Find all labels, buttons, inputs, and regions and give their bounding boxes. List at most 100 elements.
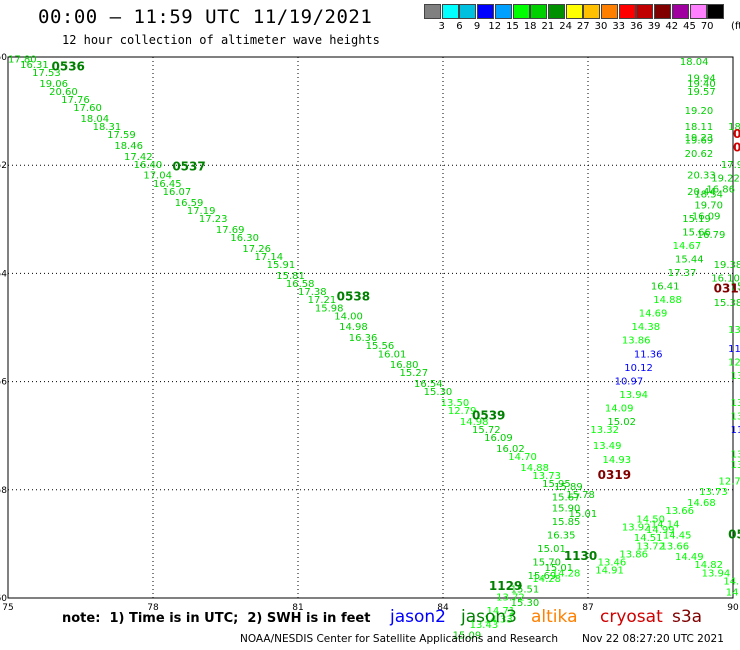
wave-height-point: 18.04: [81, 114, 110, 125]
wave-height-point: 13.: [731, 398, 740, 409]
wave-height-point: 16.07: [163, 187, 192, 198]
wave-height-point: 14.67: [673, 241, 702, 252]
scale-tick-label: 6: [456, 21, 463, 32]
wave-height-point: 19.22: [711, 173, 740, 184]
scale-tick-label: 9: [473, 21, 481, 32]
scale-swatch: [424, 4, 441, 19]
wave-height-point: 15.38: [714, 298, 740, 309]
wave-height-point: 14.88: [653, 295, 682, 306]
wave-height-point: 16.30: [230, 233, 259, 244]
footer-note: note: 1) Time is in UTC; 2) SWH is in fe…: [62, 611, 371, 626]
wave-height-point: 16.58: [286, 279, 315, 290]
wave-height-point: 16.35: [547, 530, 576, 541]
wave-height-point: 13.86: [622, 336, 651, 347]
wave-height-point: 15.72: [472, 425, 501, 436]
wave-height-point: 13.73: [699, 487, 728, 498]
wave-height-point: 14.09: [605, 403, 634, 414]
legend-altika: altika: [531, 607, 578, 627]
scale-swatch: [636, 4, 654, 19]
x-tick-label: 84: [437, 603, 449, 613]
wave-height-point: 17.53: [32, 68, 61, 79]
wave-height-point: 17.42: [124, 152, 153, 163]
wave-height-point: 14.99: [646, 525, 675, 536]
wave-height-point: 18.11: [685, 122, 714, 133]
wave-height-point: 18.04: [680, 57, 709, 68]
wave-height-point: 13.94: [702, 568, 731, 579]
wave-height-point: 10.97: [615, 376, 644, 387]
wave-height-point: 16.09: [484, 433, 513, 444]
wave-height-point: 19.20: [685, 106, 714, 117]
wave-height-point: 17.95: [721, 160, 740, 171]
pass-time-label: 05-: [728, 527, 740, 541]
wave-height-point: 20.44: [687, 187, 716, 198]
wave-height-point: 13.: [731, 460, 740, 471]
scale-swatch: [707, 4, 725, 19]
grid: [7, 56, 734, 599]
x-tick-label: 78: [147, 603, 159, 613]
wave-height-point: 14.50: [636, 514, 665, 525]
wave-height-point: 19.94: [687, 73, 716, 84]
wave-height-point: 14.71: [487, 606, 516, 617]
scale-swatch: [618, 4, 636, 19]
wave-height-point: 13.: [731, 449, 740, 460]
legend-jason3: jason3: [461, 607, 517, 627]
y-tick-label: -60: [0, 594, 7, 604]
scale-unit-label: (ft): [731, 21, 740, 32]
scale-tick-label: 3: [438, 21, 445, 32]
wave-height-point: 14: [726, 587, 739, 598]
wave-height-point: 16.41: [651, 282, 680, 293]
wave-height-point: 15.01: [569, 509, 598, 520]
wave-height-point: 17.37: [668, 268, 697, 279]
scale-swatch: [459, 4, 477, 19]
wave-height-point: 17.59: [107, 130, 136, 141]
wave-height-point: 15.67: [552, 493, 581, 504]
wave-height-point: 15.01: [545, 563, 574, 574]
pass-time-label: 0536: [52, 60, 85, 74]
wave-height-point: 15.70: [532, 558, 561, 569]
scale-tick-label: 18: [523, 21, 537, 32]
pass-time-label: 0538: [337, 289, 370, 303]
wave-height-point: 17.80: [8, 54, 37, 65]
wave-height-point: 14.91: [595, 566, 624, 577]
wave-height-point: 15.66: [682, 228, 711, 239]
wave-height-point: 17.38: [298, 287, 327, 298]
chart-subtitle: 12 hour collection of altimeter wave hei…: [62, 33, 380, 47]
wave-height-point: 19.23: [685, 133, 714, 144]
axis-ticks: 75 78 81 84 87 90 -50 -52 -54 -56 -58 -60: [0, 53, 739, 613]
wave-height-point: 13.86: [619, 549, 648, 560]
scale-tick-label: 39: [647, 21, 661, 32]
wave-height-point: 14.14: [651, 520, 680, 531]
pass-time-label: 0537: [172, 160, 205, 174]
wave-height-point: 20.60: [49, 87, 78, 98]
wave-height-point: 14.28: [532, 574, 561, 585]
chart-title: 00:00 – 11:59 UTC 11/19/2021: [38, 6, 373, 28]
wave-height-point: 15.91: [267, 260, 296, 271]
pass-time-label: 05: [733, 127, 740, 141]
wave-height-point: 14.98: [339, 322, 368, 333]
wave-height-point: 14.38: [632, 322, 661, 333]
wave-height-point: 14.68: [687, 498, 716, 509]
wave-height-point: 13.66: [665, 506, 694, 517]
wave-height-point: 16.86: [706, 184, 735, 195]
wave-height-point: 18.54: [694, 190, 723, 201]
legend-cryosat: cryosat: [600, 607, 663, 627]
wave-height-point: 15.85: [552, 517, 581, 528]
wave-height-point: 18.46: [114, 141, 143, 152]
wave-height-point: 16.36: [349, 333, 378, 344]
wave-height-point: 16.45: [153, 179, 182, 190]
legend-jason2: jason2: [390, 607, 446, 627]
wave-height-point: 13.83: [728, 325, 740, 336]
wave-height-point: 13.49: [593, 441, 622, 452]
scale-tick-label: 30: [594, 21, 608, 32]
wave-height-point: 15.51: [511, 585, 540, 596]
wave-height-point: 15.: [731, 282, 740, 293]
wave-height-point: 14.49: [675, 552, 704, 563]
scale-swatch: [565, 4, 583, 19]
wave-height-point: 17.23: [199, 214, 228, 225]
wave-height-point: 14.93: [603, 455, 632, 466]
wave-height-point: 15.30: [511, 598, 540, 609]
wave-height-point: 15.30: [424, 387, 453, 398]
scale-tick-label: 36: [630, 21, 643, 32]
wave-height-point: 15.81: [276, 271, 305, 282]
y-tick-label: -54: [0, 269, 7, 279]
